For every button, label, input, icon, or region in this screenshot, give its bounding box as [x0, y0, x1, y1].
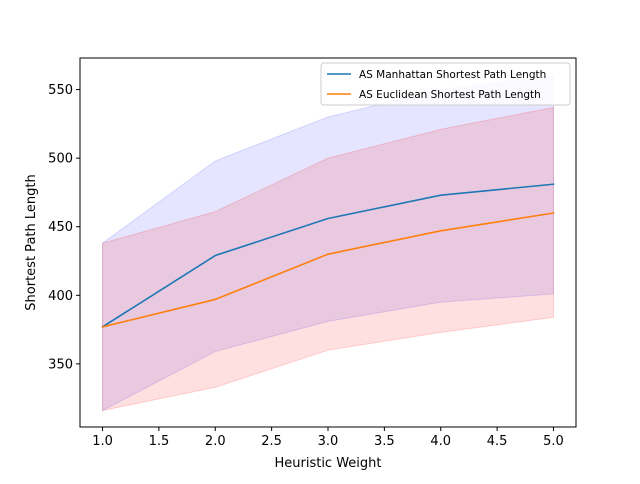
y-tick-label: 400	[48, 289, 73, 304]
x-tick-label: 4.0	[430, 434, 451, 449]
confidence-bands	[102, 75, 554, 412]
x-tick-label: 1.5	[149, 434, 170, 449]
series-2-band	[102, 106, 554, 412]
x-tick-label: 4.5	[487, 434, 508, 449]
y-axis-ticks: 350 400 450 500 550	[48, 83, 80, 372]
x-tick-label: 1.0	[92, 434, 113, 449]
y-axis-label: Shortest Path Length	[24, 174, 39, 310]
x-axis-ticks: 1.0 1.5 2.0 2.5 3.0 3.5 4.0 4.5 5.0	[92, 427, 564, 449]
legend-box	[320, 62, 571, 106]
legend-entry-2: AS Euclidean Shortest Path Length	[359, 89, 541, 101]
x-tick-label: 5.0	[543, 434, 564, 449]
x-tick-label: 2.5	[261, 434, 282, 449]
series-lines	[101, 183, 555, 328]
x-tick-label: 3.5	[374, 434, 395, 449]
y-tick-label: 350	[48, 357, 73, 372]
series-1-band	[102, 75, 554, 412]
series-1-line	[101, 183, 555, 328]
y-tick-label: 500	[48, 152, 73, 167]
x-axis-label: Heuristic Weight	[274, 456, 381, 471]
legend: AS Manhattan Shortest Path Length AS Eucl…	[320, 62, 571, 106]
legend-entry-1: AS Manhattan Shortest Path Length	[359, 69, 546, 81]
x-tick-label: 2.0	[205, 434, 226, 449]
y-tick-label: 550	[48, 83, 73, 98]
y-tick-label: 450	[48, 220, 73, 235]
series-2-line	[101, 212, 555, 328]
x-tick-label: 3.0	[318, 434, 339, 449]
